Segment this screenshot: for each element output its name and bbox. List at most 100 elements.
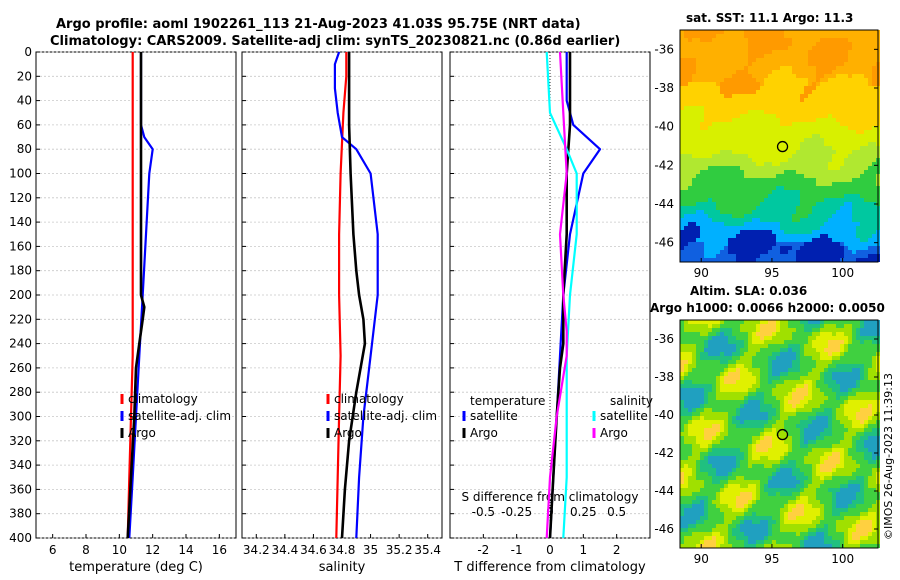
x-axis-label: T difference from climatology bbox=[453, 560, 646, 575]
argo-marker bbox=[776, 140, 789, 153]
map-y-tick-label: -40 bbox=[654, 408, 674, 422]
legend-header-t: temperature bbox=[470, 394, 545, 408]
x-tick-label: 14 bbox=[178, 543, 193, 557]
map-x-tick-label: 100 bbox=[831, 552, 854, 566]
y-tick-label: 240 bbox=[9, 337, 32, 351]
title-line1: Argo profile: aoml 1902261_113 21-Aug-20… bbox=[56, 17, 581, 32]
map-cells bbox=[680, 320, 880, 548]
watermark: ©IMOS 26-Aug-2023 11:39:13 bbox=[882, 373, 895, 540]
temperature-panel: 0 20 40 60 80 100 120 140 160 180 200 220 240 260 280 3… bbox=[9, 45, 237, 575]
legend-label: climatology bbox=[128, 392, 198, 406]
s-tick-label: -0.5 bbox=[472, 505, 495, 519]
map-x-tick-label: 95 bbox=[764, 552, 779, 566]
y-tick-label: 60 bbox=[17, 118, 32, 132]
x-tick-label: 35 bbox=[363, 543, 378, 557]
legend-label: Argo bbox=[334, 426, 362, 440]
legend-label: climatology bbox=[334, 392, 404, 406]
map-y-tick-label: -40 bbox=[654, 120, 674, 134]
map-y-tick-label: -36 bbox=[654, 332, 674, 346]
s-tick-label: 0 bbox=[546, 505, 554, 519]
y-tick-label: 0 bbox=[24, 45, 32, 59]
legend-header-s: salinity bbox=[610, 394, 653, 408]
title-line2: Climatology: CARS2009. Satellite-adj cli… bbox=[50, 34, 620, 49]
y-tick-label: 20 bbox=[17, 69, 32, 83]
s-tick-label: -0.25 bbox=[501, 505, 532, 519]
x-tick-label: 16 bbox=[212, 543, 227, 557]
legend-label: Argo bbox=[470, 426, 498, 440]
y-tick-label: 180 bbox=[9, 264, 32, 278]
s-tick-label: 0.25 bbox=[570, 505, 597, 519]
series-climatology bbox=[335, 52, 348, 539]
x-tick-label: 34.4 bbox=[271, 543, 298, 557]
map-cells bbox=[680, 30, 880, 262]
map-y-tick-label: -44 bbox=[654, 197, 674, 211]
x-tick-label: 8 bbox=[82, 543, 90, 557]
y-tick-label: 280 bbox=[9, 385, 32, 399]
y-tick-label: 340 bbox=[9, 458, 32, 472]
x-tick-label: 34.8 bbox=[329, 543, 356, 557]
y-tick-label: 80 bbox=[17, 142, 32, 156]
map-y-tick-label: -38 bbox=[654, 81, 674, 95]
map-y-tick-label: -42 bbox=[654, 158, 674, 172]
sst-title: sat. SST: 11.1 Argo: 11.3 bbox=[686, 11, 853, 25]
y-tick-label: 100 bbox=[9, 167, 32, 181]
x-tick-label: -1 bbox=[511, 543, 523, 557]
series-s-argo bbox=[545, 51, 568, 539]
x-tick-label: 35.4 bbox=[414, 543, 441, 557]
map-y-tick-label: -38 bbox=[654, 370, 674, 384]
legend-label: satellite-adj. clim bbox=[128, 409, 231, 423]
y-tick-label: 40 bbox=[17, 94, 32, 108]
y-tick-label: 320 bbox=[9, 434, 32, 448]
legend-label: satellite-adj. clim bbox=[334, 409, 437, 423]
x-tick-label: 10 bbox=[112, 543, 127, 557]
series-s-satellite bbox=[545, 51, 578, 539]
y-tick-label: 220 bbox=[9, 312, 32, 326]
x-tick-label: 6 bbox=[49, 543, 57, 557]
y-tick-label: 200 bbox=[9, 288, 32, 302]
series-argo bbox=[340, 52, 367, 539]
map-y-tick-label: -46 bbox=[654, 236, 674, 250]
difference-panel: -2 -1 0 1 2 T difference from climatology -0.5… bbox=[449, 51, 653, 575]
y-tick-label: 380 bbox=[9, 507, 32, 521]
y-tick-label: 300 bbox=[9, 410, 32, 424]
x-axis-label: temperature (deg C) bbox=[69, 560, 203, 575]
x-axis-label: salinity bbox=[319, 560, 366, 575]
y-tick-label: 360 bbox=[9, 482, 32, 496]
series-climatology bbox=[126, 52, 134, 539]
series-argo bbox=[126, 52, 146, 539]
sla-title2: Argo h1000: 0.0066 h2000: 0.0050 bbox=[650, 301, 885, 315]
legend-label: satellite bbox=[600, 409, 648, 423]
map-frame bbox=[679, 319, 879, 549]
map-y-tick-label: -46 bbox=[654, 522, 674, 536]
x-tick-label: 35.2 bbox=[386, 543, 413, 557]
map-y-tick-label: -36 bbox=[654, 42, 674, 56]
map-x-tick-label: 95 bbox=[764, 266, 779, 280]
legend-label: Argo bbox=[600, 426, 628, 440]
x-tick-label: 1 bbox=[580, 543, 588, 557]
y-tick-label: 140 bbox=[9, 215, 32, 229]
sla-map: -36 -38 -40 -42 -44 -46 90 95 100 bbox=[654, 319, 880, 566]
y-tick-label: 120 bbox=[9, 191, 32, 205]
map-x-tick-label: 90 bbox=[694, 552, 709, 566]
map-x-tick-label: 90 bbox=[694, 266, 709, 280]
y-tick-label: 400 bbox=[9, 531, 32, 545]
sst-map: -36 -38 -40 -42 -44 -46 90 95 100 bbox=[654, 29, 880, 280]
series-satellite-adj-clim bbox=[333, 51, 379, 539]
legend-label: satellite bbox=[470, 409, 518, 423]
y-tick-label: 260 bbox=[9, 361, 32, 375]
argo-marker bbox=[776, 428, 789, 441]
x-tick-label: 34.2 bbox=[243, 543, 270, 557]
series-t-argo bbox=[548, 52, 572, 539]
x-tick-label: 0 bbox=[546, 543, 554, 557]
s-tick-label: 0.5 bbox=[607, 505, 626, 519]
map-x-tick-label: 100 bbox=[831, 266, 854, 280]
x-tick-label: 12 bbox=[145, 543, 160, 557]
map-frame bbox=[679, 29, 879, 263]
sla-title1: Altim. SLA: 0.036 bbox=[690, 284, 807, 298]
map-y-tick-label: -42 bbox=[654, 446, 674, 460]
x-tick-label: 2 bbox=[613, 543, 621, 557]
salinity-panel: 34.2 34.4 34.6 34.8 35 35.2 35.4 salinity climat… bbox=[241, 51, 443, 575]
legend-label: Argo bbox=[128, 426, 156, 440]
x-tick-label: -2 bbox=[477, 543, 489, 557]
